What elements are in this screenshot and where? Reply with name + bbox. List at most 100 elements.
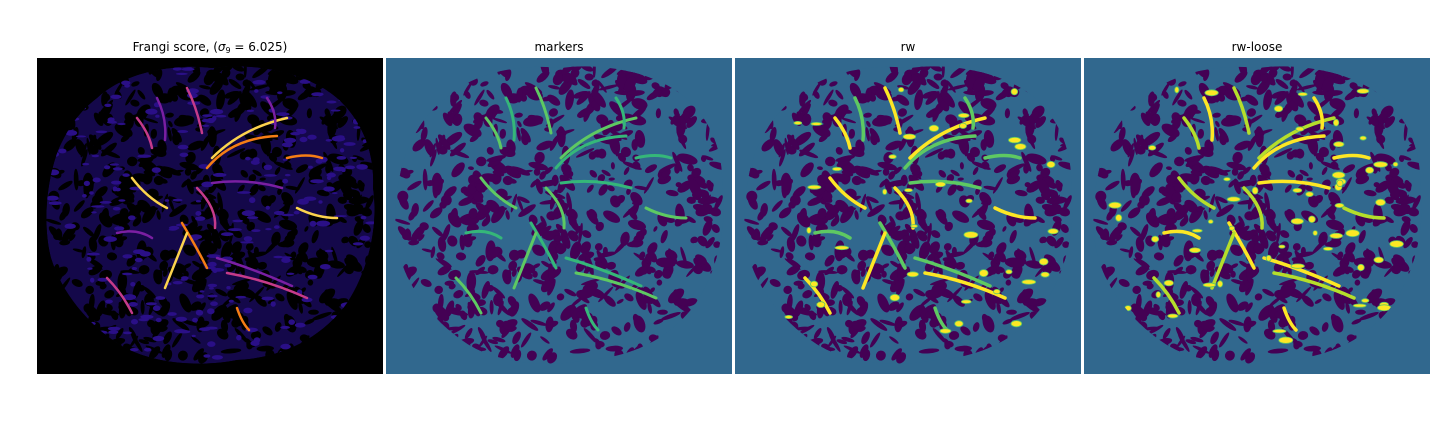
segmented-spot — [939, 328, 952, 334]
tissue-blob — [250, 159, 260, 165]
tissue-blob — [969, 146, 980, 158]
tissue-blob — [297, 198, 309, 205]
segmented-spot — [1151, 235, 1160, 243]
tissue-blob — [1284, 184, 1292, 193]
tissue-blob — [215, 288, 228, 297]
tissue-blob — [599, 331, 611, 340]
tissue-blob — [476, 156, 487, 167]
tissue-blob — [882, 279, 896, 285]
tissue-blob — [547, 352, 558, 364]
tissue-blob — [548, 85, 561, 90]
tissue-blob — [1407, 207, 1420, 217]
vessel-segment — [180, 221, 209, 270]
tissue-blob — [1130, 226, 1142, 238]
segmented-spot — [1148, 145, 1157, 151]
tissue-blob — [598, 84, 620, 91]
segmented-spot — [1272, 328, 1287, 334]
tissue-blob — [781, 226, 793, 238]
tissue-blob — [150, 128, 158, 139]
tissue-blob — [1177, 333, 1190, 352]
tissue-blob — [695, 254, 707, 265]
tissue-blob — [1238, 215, 1245, 227]
tissue-blob — [1203, 210, 1208, 220]
tissue-blob — [977, 208, 987, 220]
tissue-blob — [95, 131, 114, 147]
tissue-blob — [946, 148, 956, 159]
tissue-blob — [1036, 164, 1043, 172]
tissue-blob — [425, 180, 435, 187]
tissue-blob — [82, 162, 90, 166]
tissue-blob — [280, 343, 291, 350]
tissue-blob — [469, 270, 489, 274]
tissue-blob — [1246, 85, 1259, 90]
vessel-segment — [479, 176, 518, 210]
tissue-blob — [1344, 89, 1360, 101]
tissue-blob — [136, 213, 142, 221]
segmented-spot — [816, 301, 826, 308]
tissue-blob — [938, 170, 947, 178]
tissue-blob — [1179, 173, 1199, 183]
tissue-blob — [97, 277, 108, 282]
segmented-spot — [882, 188, 888, 195]
tissue-blob — [914, 89, 924, 111]
tissue-blob — [330, 109, 341, 112]
tissue-blob — [434, 304, 450, 322]
tissue-blob — [222, 66, 230, 72]
tissue-blob — [1128, 246, 1134, 259]
tissue-blob — [799, 93, 809, 102]
vessel-segment — [883, 86, 902, 135]
tissue-blob — [1258, 231, 1269, 249]
tissue-blob — [429, 207, 443, 219]
tissue-blob — [508, 260, 518, 271]
tissue-blob — [104, 103, 112, 107]
tissue-blob — [444, 131, 463, 147]
tissue-blob — [199, 85, 212, 90]
tissue-blob — [1282, 73, 1292, 81]
tissue-blob — [104, 290, 115, 299]
segmented-spot — [1174, 86, 1180, 94]
tissue-blob — [673, 118, 681, 127]
tissue-blob — [308, 165, 313, 169]
tissue-blob — [589, 170, 598, 178]
tissue-blob — [812, 123, 831, 138]
tissue-blob — [195, 211, 202, 216]
tissue-blob — [130, 333, 143, 352]
tissue-blob — [882, 168, 890, 176]
vessel-segment — [614, 96, 626, 130]
tissue-blob — [1294, 114, 1307, 125]
tissue-blob — [1027, 134, 1037, 144]
tissue-blob — [309, 220, 317, 227]
tissue-blob — [1165, 303, 1172, 311]
tissue-blob — [583, 327, 598, 344]
tissue-blob — [896, 352, 907, 364]
tissue-blob — [252, 169, 262, 177]
tissue-blob — [919, 241, 931, 260]
tissue-blob — [1010, 269, 1021, 279]
vessel-segment — [130, 176, 169, 210]
tissue-blob — [128, 215, 136, 221]
tissue-blob — [298, 302, 304, 314]
tissue-blob — [492, 117, 508, 124]
tissue-blob — [855, 177, 866, 184]
tissue-blob — [88, 134, 102, 150]
tissue-blob — [437, 134, 451, 150]
tissue-blob — [598, 184, 608, 196]
tissue-blob — [638, 251, 646, 261]
tissue-blob — [644, 164, 658, 174]
tissue-blob — [530, 179, 538, 188]
tissue-blob — [341, 168, 346, 173]
frangi-image — [37, 58, 383, 374]
tissue-blob — [91, 211, 97, 214]
tissue-blob — [1232, 151, 1243, 164]
segmented-spot — [1333, 118, 1340, 127]
tissue-blob — [1345, 250, 1356, 263]
tissue-blob — [895, 320, 908, 328]
tissue-blob — [623, 166, 630, 176]
tissue-blob — [199, 327, 211, 332]
tissue-blob — [769, 279, 781, 287]
tissue-blob — [1277, 286, 1294, 299]
tissue-blob — [345, 165, 356, 170]
tissue-blob — [218, 329, 225, 337]
tissue-blob — [888, 171, 896, 180]
tissue-blob — [267, 298, 275, 304]
